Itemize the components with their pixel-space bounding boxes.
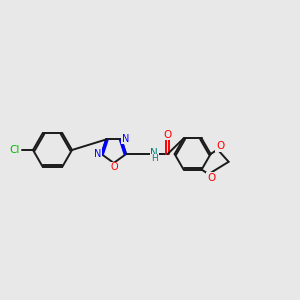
Text: Cl: Cl	[10, 145, 20, 155]
Text: N: N	[150, 148, 158, 158]
Text: O: O	[110, 163, 118, 172]
Text: O: O	[207, 172, 215, 183]
Text: N: N	[122, 134, 129, 144]
Text: O: O	[216, 141, 224, 151]
Text: H: H	[151, 154, 158, 163]
Text: N: N	[94, 148, 101, 158]
Text: O: O	[164, 130, 172, 140]
